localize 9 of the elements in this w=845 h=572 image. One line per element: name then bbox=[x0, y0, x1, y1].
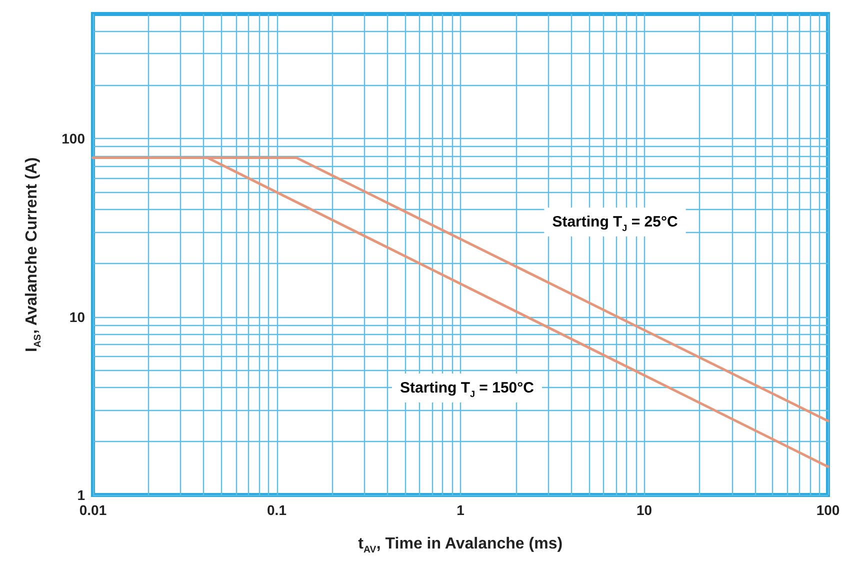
x-tick-label: 10 bbox=[636, 502, 652, 518]
y-tick-label: 100 bbox=[62, 130, 86, 147]
y-tick-label: 10 bbox=[69, 308, 86, 325]
x-tick-label: 1 bbox=[456, 502, 465, 518]
y-tick-label: 1 bbox=[77, 487, 86, 503]
x-tick-label: 0.01 bbox=[79, 502, 107, 518]
x-tick-label: 0.1 bbox=[267, 502, 287, 518]
y-axis-title: IAS, Avalanche Current (A) bbox=[24, 157, 44, 352]
x-tick-label: 100 bbox=[816, 502, 840, 518]
